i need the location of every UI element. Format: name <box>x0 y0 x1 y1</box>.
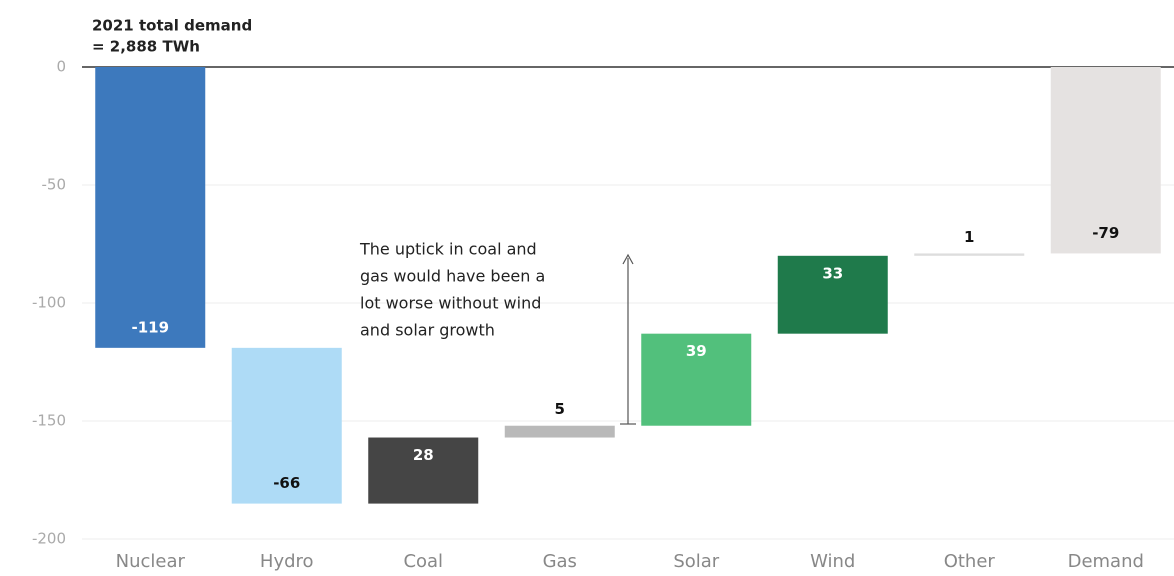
value-label: 28 <box>413 446 434 464</box>
bar <box>641 333 752 426</box>
chart-title: 2021 total demand <box>92 17 252 35</box>
value-label: 39 <box>686 342 707 360</box>
annotation: The uptick in coal and gas would have be… <box>359 240 636 425</box>
bar <box>368 437 479 504</box>
bar <box>231 347 342 504</box>
value-label: 1 <box>964 228 974 246</box>
y-tick-label: -50 <box>42 176 67 194</box>
value-label: -119 <box>131 318 169 336</box>
annotation-line: gas would have been a <box>360 267 545 286</box>
x-tick-label: Demand <box>1068 551 1144 572</box>
bar <box>777 255 888 334</box>
x-tick-label: Hydro <box>260 551 314 572</box>
annotation-line: and solar growth <box>360 321 495 340</box>
y-tick-label: 0 <box>56 58 66 76</box>
bar <box>95 67 206 348</box>
value-label: -79 <box>1092 224 1119 242</box>
x-tick-label: Nuclear <box>116 551 186 572</box>
chart-title: = 2,888 TWh <box>92 38 200 56</box>
x-tick-label: Other <box>944 551 996 572</box>
x-tick-label: Gas <box>543 551 577 572</box>
x-tick-label: Solar <box>673 551 719 572</box>
value-label: 5 <box>555 400 565 418</box>
bar <box>1050 67 1161 254</box>
annotation-line: The uptick in coal and <box>359 240 537 259</box>
bar <box>504 425 615 438</box>
annotation-line: lot worse without wind <box>360 294 541 313</box>
y-tick-label: -100 <box>32 294 66 312</box>
x-tick-label: Coal <box>403 551 443 572</box>
x-tick-label: Wind <box>810 551 855 572</box>
y-tick-label: -200 <box>32 530 66 548</box>
annotation-arrowhead <box>622 253 634 265</box>
value-label: 33 <box>822 264 843 282</box>
y-tick-label: -150 <box>32 412 66 430</box>
bar <box>914 253 1025 256</box>
value-label: -66 <box>273 474 300 492</box>
